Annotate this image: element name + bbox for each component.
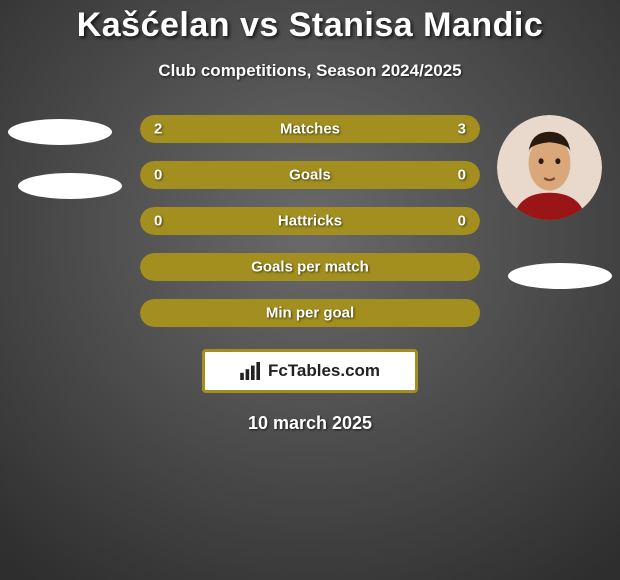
stat-value-left: 2: [154, 121, 162, 138]
stat-bar-right: [310, 161, 480, 189]
subtitle: Club competitions, Season 2024/2025: [0, 61, 620, 81]
player-left-shape-2: [18, 173, 122, 199]
stat-row: 0 0 Goals: [140, 161, 480, 189]
stat-label: Goals per match: [251, 259, 369, 276]
stat-row: 0 0 Hattricks: [140, 207, 480, 235]
stat-value-left: 0: [154, 167, 162, 184]
player-right-shape: [508, 263, 612, 289]
stat-row: 2 3 Matches: [140, 115, 480, 143]
stat-row: Goals per match: [140, 253, 480, 281]
player-right-avatar: [497, 115, 602, 220]
stat-bar-left: [140, 161, 310, 189]
date-label: 10 march 2025: [0, 413, 620, 434]
stat-value-left: 0: [154, 213, 162, 230]
stat-label: Min per goal: [266, 305, 354, 322]
page-title: Kašćelan vs Stanisa Mandic: [0, 6, 620, 45]
player-left-shape-1: [8, 119, 112, 145]
stat-label: Goals: [289, 167, 331, 184]
stat-value-right: 0: [458, 167, 466, 184]
stat-row: Min per goal: [140, 299, 480, 327]
brand-badge: FcTables.com: [202, 349, 418, 393]
stat-label: Matches: [280, 121, 340, 138]
bar-chart-icon: [240, 362, 262, 380]
stat-rows: 2 3 Matches 0 0 Goals 0 0 Hattricks Goals per mat…: [140, 115, 480, 345]
stat-label: Hattricks: [278, 213, 342, 230]
stat-value-right: 0: [458, 213, 466, 230]
stats-area: 2 3 Matches 0 0 Goals 0 0 Hattricks Goals per mat…: [0, 115, 620, 345]
brand-text: FcTables.com: [268, 361, 380, 381]
stat-value-right: 3: [458, 121, 466, 138]
